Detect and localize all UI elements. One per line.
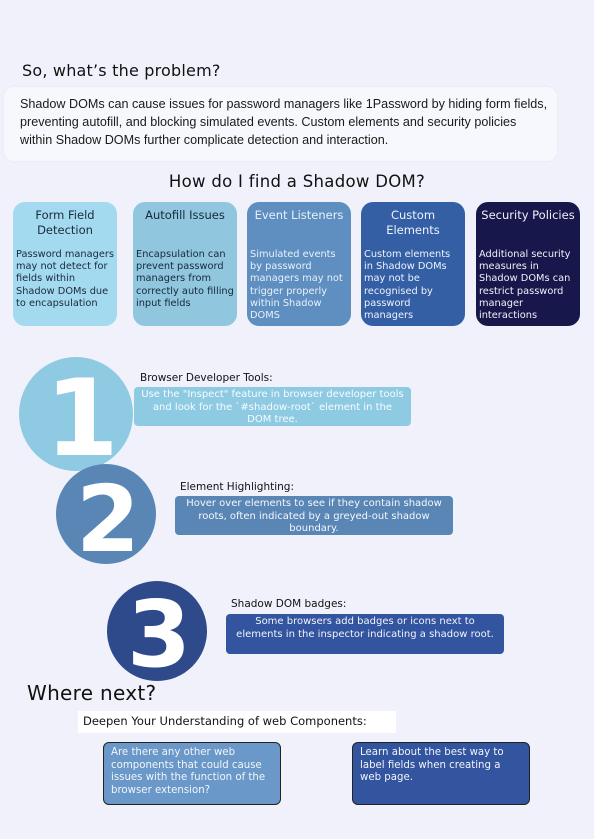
step-3-number-badge: 3 <box>107 581 207 681</box>
card-title: Autofill Issues <box>145 208 225 222</box>
step-1-title: Browser Developer Tools: <box>140 372 273 384</box>
card-form-field-detection: Form Field Detection Password managers m… <box>13 202 117 326</box>
problem-panel <box>4 87 557 161</box>
card-custom-elements: Custom Elements Custom elements in Shado… <box>361 202 465 326</box>
card-body: Encapsulation can prevent password manag… <box>136 249 234 309</box>
step-number: 3 <box>127 581 192 682</box>
step-number: 1 <box>45 357 119 472</box>
step-1-number-badge: 1 <box>19 357 133 471</box>
step-number: 2 <box>76 466 141 565</box>
step-1-description: Use the "Inspect" feature in browser dev… <box>134 387 411 426</box>
step-3-description: Some browsers add badges or icons next t… <box>226 614 504 654</box>
card-security-policies: Security Policies Additional security me… <box>476 202 580 326</box>
card-body: Additional security measures in Shadow D… <box>479 249 571 322</box>
step-2-number-badge: 2 <box>56 464 156 564</box>
step-3-title: Shadow DOM badges: <box>231 598 347 610</box>
card-body: Custom elements in Shadow DOMs may not b… <box>364 249 451 322</box>
step-2-title: Element Highlighting: <box>180 481 294 493</box>
card-title: Custom Elements <box>386 208 440 237</box>
card-title: Form Field Detection <box>35 208 95 237</box>
question-card: Are there any other web components that … <box>103 742 281 805</box>
find-title: How do I find a Shadow DOM? <box>168 172 426 191</box>
problem-title: So, what’s the problem? <box>22 61 221 80</box>
problem-text: Shadow DOMs can cause issues for passwor… <box>20 97 548 147</box>
card-body: Simulated events by password managers ma… <box>250 249 343 322</box>
where-next-subtitle: Deepen Your Understanding of web Compone… <box>83 714 367 728</box>
subtitle-panel <box>78 711 396 733</box>
card-body: Password managers may not detect for fie… <box>16 249 115 309</box>
card-title: Event Listeners <box>254 208 344 222</box>
card-title: Security Policies <box>481 208 575 222</box>
where-next-title: Where next? <box>27 681 157 705</box>
card-autofill-issues: Autofill Issues Encapsulation can preven… <box>133 202 237 326</box>
card-event-listeners: Event Listeners Simulated events by pass… <box>247 202 351 326</box>
step-2-description: Hover over elements to see if they conta… <box>175 496 453 535</box>
suggestion-card: Learn about the best way to label fields… <box>352 742 530 805</box>
